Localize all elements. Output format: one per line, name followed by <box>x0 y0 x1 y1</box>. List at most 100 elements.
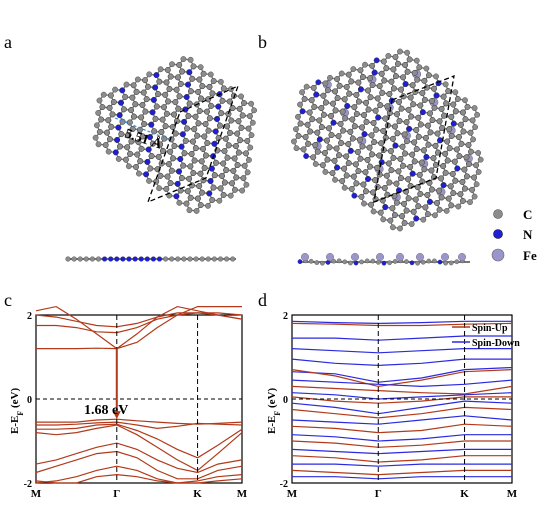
carbon-atom <box>209 90 216 97</box>
carbon-atom <box>167 73 174 80</box>
carbon-atom <box>407 164 414 170</box>
carbon-atom <box>357 136 363 143</box>
carbon-atom <box>164 173 171 180</box>
side-atom <box>193 256 199 262</box>
band-line-9 <box>35 442 243 474</box>
carbon-atom <box>471 193 478 200</box>
carbon-atom <box>469 186 475 193</box>
carbon-atom <box>174 74 181 81</box>
side-atom <box>448 260 454 266</box>
carbon-atom <box>396 99 402 105</box>
carbon-atom <box>235 149 242 156</box>
carbon-atom <box>169 124 176 130</box>
carbon-atom <box>389 205 396 212</box>
carbon-atom <box>218 110 225 117</box>
carbon-atom <box>408 221 415 227</box>
carbon-atom <box>334 76 340 82</box>
carbon-atom <box>335 133 342 140</box>
carbon-atom <box>429 98 435 104</box>
carbon-atom <box>231 155 238 162</box>
atom-legend: C N Fe <box>491 207 537 263</box>
carbon-atom <box>308 97 315 104</box>
side-atom <box>132 256 138 262</box>
carbon-atom <box>106 104 113 111</box>
y-tick-label: 2 <box>27 311 32 322</box>
carbon-atom <box>462 97 468 104</box>
carbon-atom <box>394 111 400 118</box>
band-line-9 <box>291 385 513 395</box>
side-atom <box>89 256 95 262</box>
carbon-atom <box>453 146 460 153</box>
carbon-atom <box>312 161 319 167</box>
carbon-atom <box>457 121 464 128</box>
carbon-atom <box>142 108 149 115</box>
carbon-atom <box>102 142 109 148</box>
side-atom <box>199 256 205 262</box>
side-atom <box>381 260 387 266</box>
side-atom <box>211 256 217 262</box>
carbon-atom <box>380 58 387 65</box>
carbon-atom <box>105 148 112 155</box>
carbon-atom <box>414 184 421 191</box>
carbon-atom <box>158 129 165 135</box>
carbon-atom <box>224 154 231 161</box>
carbon-atom <box>200 70 207 77</box>
carbon-atom <box>358 193 365 200</box>
carbon-atom <box>333 145 340 152</box>
carbon-atom <box>365 106 372 113</box>
carbon-atom <box>389 135 396 142</box>
side-iron-atom <box>351 252 360 261</box>
carbon-atom <box>452 89 459 96</box>
carbon-atom <box>246 157 252 163</box>
carbon-atom <box>322 169 329 175</box>
nitrogen-atom <box>115 124 122 131</box>
carbon-atom <box>431 104 438 111</box>
carbon-atom <box>177 187 184 194</box>
band-line-1 <box>36 306 242 350</box>
carbon-atom <box>438 106 445 112</box>
carbon-atom <box>409 82 416 89</box>
carbon-atom <box>328 113 334 119</box>
carbon-atom <box>205 202 211 209</box>
carbon-atom <box>185 113 192 119</box>
carbon-atom <box>395 168 402 175</box>
carbon-atom <box>385 160 392 167</box>
carbon-atom <box>368 132 375 139</box>
x-tick-label: M <box>237 488 248 500</box>
carbon-atom <box>398 86 404 93</box>
carbon-atom <box>146 71 153 78</box>
carbon-atom <box>415 114 422 121</box>
carbon-atom <box>232 186 238 193</box>
carbon-atom <box>444 138 451 145</box>
carbon-atom <box>392 54 399 60</box>
carbon-atom <box>217 185 224 192</box>
carbon-atom <box>213 159 219 166</box>
carbon-atom <box>345 141 352 147</box>
nitrogen-atom <box>334 164 340 171</box>
carbon-atom <box>225 111 232 117</box>
carbon-atom <box>448 133 455 139</box>
carbon-atom <box>136 170 142 177</box>
carbon-atom <box>416 171 423 178</box>
carbon-atom <box>449 171 456 177</box>
carbon-atom <box>327 74 333 81</box>
nitrogen-atom <box>176 168 182 175</box>
carbon-atom <box>291 138 297 145</box>
side-atom <box>437 259 443 265</box>
axis-ticks-c: M Γ K M 2 0 -2 <box>24 311 248 500</box>
carbon-atom <box>417 102 424 109</box>
carbon-atom <box>440 93 447 100</box>
band-line-11 <box>35 473 243 484</box>
carbon-atom <box>462 185 468 192</box>
carbon-atom <box>176 93 183 100</box>
carbon-atom <box>148 153 155 159</box>
carbon-atom <box>446 126 453 133</box>
carbon-atom <box>369 151 375 158</box>
carbon-atom <box>209 197 216 203</box>
carbon-atom <box>351 123 358 130</box>
carbon-atom <box>417 191 424 197</box>
nitrogen-atom <box>433 92 440 99</box>
side-iron-atom <box>416 252 425 261</box>
carbon-atom <box>251 107 257 114</box>
side-atom <box>224 256 230 262</box>
